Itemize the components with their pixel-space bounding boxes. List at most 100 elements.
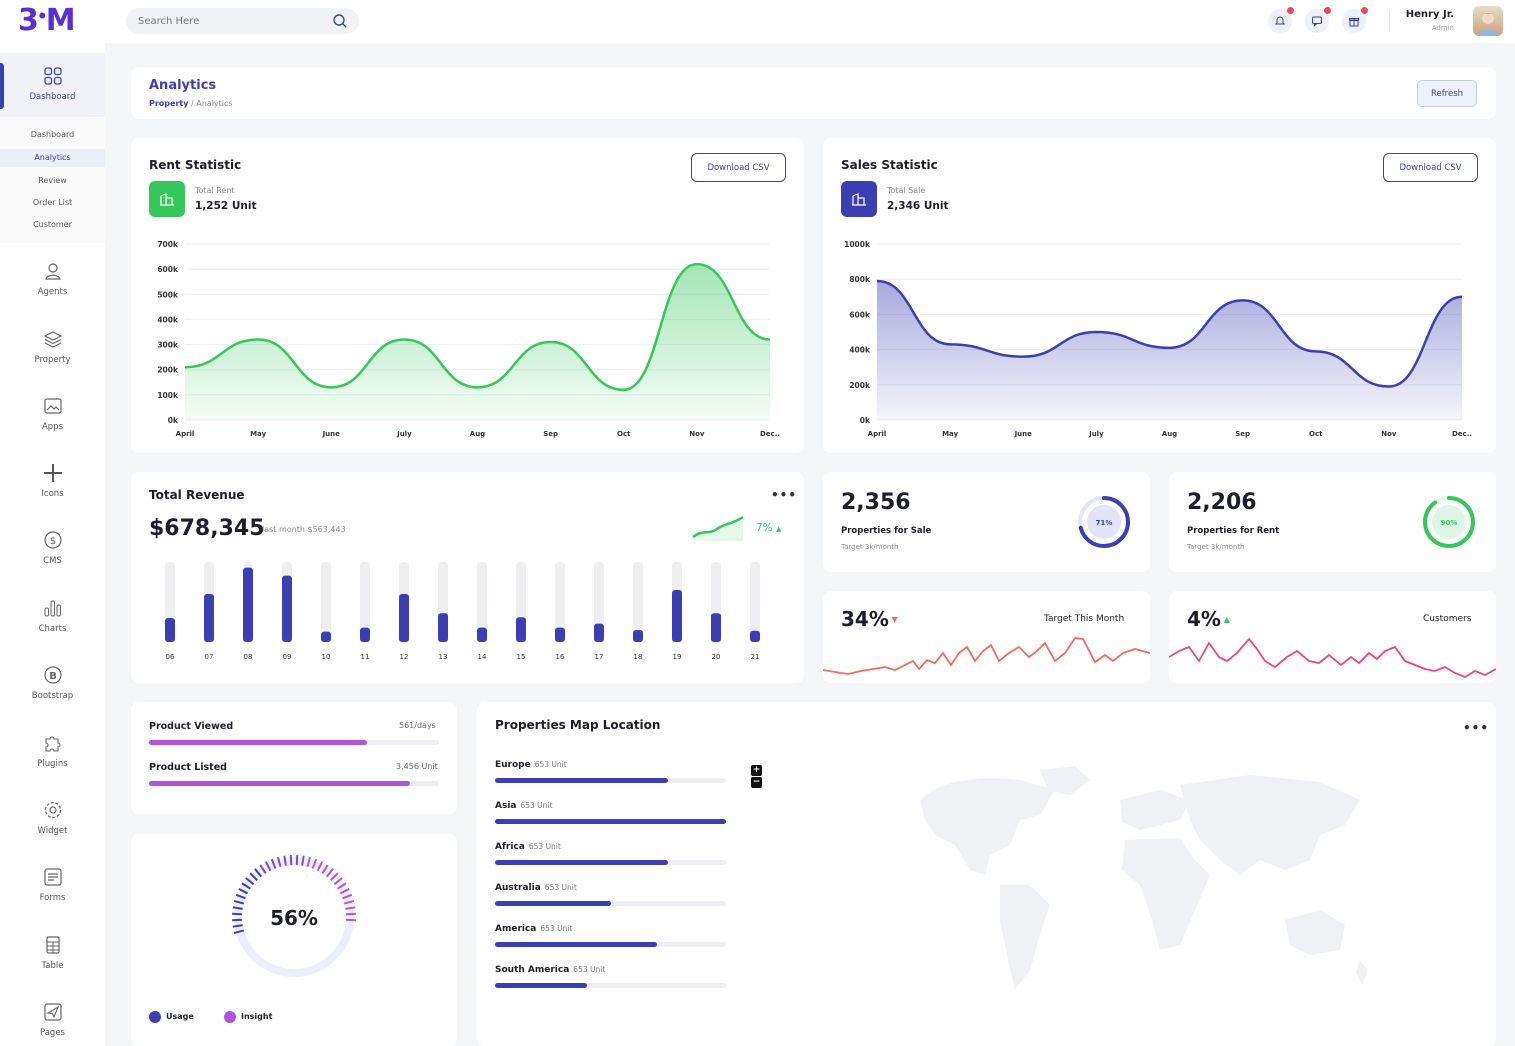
sales-line: [876, 279, 1463, 388]
gauge-tick: [241, 882, 251, 890]
sidebar-item-table[interactable]: Table: [0, 935, 105, 971]
revenue-x-tick: 12: [400, 653, 409, 661]
revenue-bar[interactable]: [243, 567, 253, 642]
submenu-item-review[interactable]: Review: [38, 176, 67, 185]
search-input[interactable]: [126, 8, 359, 34]
zoom-out-button[interactable]: −: [751, 777, 762, 788]
revenue-x-tick: 14: [478, 653, 487, 661]
messages-button[interactable]: [1305, 7, 1331, 33]
gauge-tick: [249, 872, 258, 881]
up-arrow-icon: ▲: [776, 525, 782, 533]
for-sale-label: Properties for Sale: [841, 526, 932, 536]
region-progress-track: [495, 860, 726, 865]
search-icon[interactable]: [332, 13, 348, 29]
sidebar-item-plugins[interactable]: Plugins: [0, 733, 105, 769]
gauge-tick: [270, 858, 277, 869]
sidebar-item-agents[interactable]: Agents: [0, 261, 105, 297]
submenu-item-analytics[interactable]: Analytics: [0, 149, 105, 167]
revenue-bar[interactable]: [555, 627, 565, 642]
sidebar-item-property[interactable]: Property: [0, 329, 105, 365]
rent-area: [185, 264, 770, 420]
map-more-icon[interactable]: •••: [1463, 721, 1490, 735]
zoom-in-button[interactable]: +: [751, 765, 762, 776]
sidebar-item-apps[interactable]: Apps: [0, 396, 105, 432]
layers-icon: [43, 331, 62, 348]
rent-x-tick: Oct: [617, 430, 631, 438]
sales-area: [877, 280, 1462, 420]
submenu-item-dashboard[interactable]: Dashboard: [30, 130, 75, 139]
gauge-tick: [345, 906, 356, 910]
region-units: 653 Unit: [534, 760, 567, 769]
refresh-button[interactable]: Refresh: [1417, 80, 1477, 107]
sidebar-item-dashboard[interactable]: Dashboard: [0, 53, 105, 117]
sidebar-item-icons[interactable]: Icons: [0, 463, 105, 499]
region-label: Asia 653 Unit: [495, 801, 552, 811]
sidebar-item-bootstrap[interactable]: B Bootstrap: [0, 665, 105, 701]
gifts-button[interactable]: [1342, 7, 1368, 33]
revenue-bar[interactable]: [321, 631, 331, 642]
revenue-more-icon[interactable]: •••: [771, 488, 798, 502]
notification-bell-button[interactable]: [1268, 7, 1294, 33]
customers-value: 4%: [1187, 607, 1221, 631]
for-rent-ring: 90%: [1423, 496, 1475, 548]
revenue-change: 7%: [756, 522, 773, 534]
target-month-card: [823, 591, 1150, 683]
target-value-wrap: 34% ▼: [841, 607, 898, 631]
app-logo[interactable]: 3•M: [18, 3, 76, 38]
rent-x-tick: April: [176, 430, 195, 438]
revenue-bar-track: [360, 562, 370, 642]
revenue-bar[interactable]: [438, 613, 448, 642]
sidebar-item-label: Pages: [39, 1028, 65, 1038]
region-label: Africa 653 Unit: [495, 842, 561, 852]
revenue-bar[interactable]: [204, 594, 214, 642]
world-map[interactable]: [890, 760, 1390, 1010]
rent-download-csv-button[interactable]: Download CSV: [691, 153, 786, 182]
gauge-tick: [295, 855, 299, 866]
map-australia: [1285, 910, 1345, 955]
target-value: 34%: [841, 607, 889, 631]
revenue-bar[interactable]: [633, 630, 643, 642]
revenue-bar[interactable]: [672, 590, 682, 642]
region-name: Europe: [495, 760, 531, 770]
avatar[interactable]: [1473, 6, 1503, 36]
sales-download-csv-button[interactable]: Download CSV: [1383, 153, 1478, 182]
sales-x-tick: Nov: [1381, 430, 1397, 438]
puzzle-icon: [44, 736, 61, 752]
sidebar-item-widget[interactable]: Widget: [0, 800, 105, 836]
gauge-tick: [232, 918, 243, 922]
top-bar: 3•M Henry Jr. Admin: [0, 0, 1515, 43]
rent-y-tick: 200k: [157, 366, 179, 375]
send-icon: [43, 1003, 62, 1021]
submenu-item-order-list[interactable]: Order List: [32, 198, 73, 207]
sidebar-item-pages[interactable]: Pages: [0, 1002, 105, 1038]
sidebar-item-charts[interactable]: Charts: [0, 598, 105, 634]
revenue-bar[interactable]: [477, 627, 487, 642]
revenue-bar[interactable]: [165, 618, 175, 642]
revenue-bar[interactable]: [516, 617, 526, 642]
legend-insight-label: Insight: [241, 1012, 273, 1021]
user-name[interactable]: Henry Jr.: [1405, 9, 1454, 20]
region-name: South America: [495, 965, 570, 975]
product-viewed-track: [149, 740, 439, 745]
gear-icon: [44, 801, 61, 819]
revenue-bar[interactable]: [594, 623, 604, 642]
revenue-x-tick: 20: [712, 653, 721, 661]
gauge-tick: [259, 864, 267, 874]
revenue-bar[interactable]: [360, 627, 370, 642]
gauge-tick: [245, 877, 255, 886]
rent-kpi-icon-box: [149, 181, 185, 217]
revenue-bar[interactable]: [750, 630, 760, 642]
sidebar-item-cms[interactable]: $ CMS: [0, 530, 105, 566]
revenue-bar[interactable]: [399, 594, 409, 642]
revenue-bar[interactable]: [711, 613, 721, 642]
sidebar-item-forms[interactable]: Forms: [0, 867, 105, 903]
rent-x-tick: Aug: [470, 430, 485, 438]
revenue-bar[interactable]: [282, 575, 292, 642]
gauge-tick: [345, 912, 356, 916]
breadcrumb-current: Analytics: [196, 99, 233, 108]
user-role: Admin: [1431, 24, 1454, 32]
region-label: South America 653 Unit: [495, 965, 605, 975]
breadcrumb-parent[interactable]: Property: [149, 99, 189, 108]
for-sale-ring-arc: [1078, 496, 1130, 548]
submenu-item-customer[interactable]: Customer: [33, 220, 72, 229]
